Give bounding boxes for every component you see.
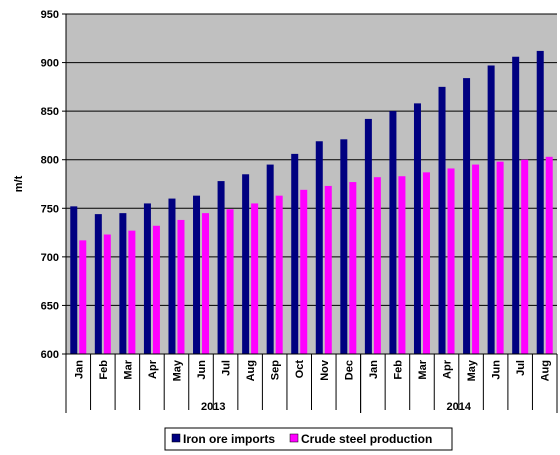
bar-iron-ore-imports bbox=[463, 78, 471, 354]
bar-iron-ore-imports bbox=[94, 214, 102, 354]
bar-iron-ore-imports bbox=[536, 50, 544, 355]
bar-crude-steel-production bbox=[422, 172, 430, 354]
bar-iron-ore-imports bbox=[413, 103, 421, 354]
bar-iron-ore-imports bbox=[242, 174, 250, 354]
bar-crude-steel-production bbox=[545, 156, 553, 354]
x-tick-label: Jun bbox=[196, 360, 208, 380]
bar-iron-ore-imports bbox=[217, 181, 225, 354]
bar-iron-ore-imports bbox=[291, 153, 299, 354]
x-tick-label: Jan bbox=[73, 360, 85, 379]
bar-crude-steel-production bbox=[79, 240, 87, 354]
bar-crude-steel-production bbox=[251, 203, 259, 354]
x-tick-label: Jun bbox=[491, 360, 503, 380]
bar-iron-ore-imports bbox=[119, 213, 127, 354]
bar-crude-steel-production bbox=[300, 189, 308, 354]
x-tick-label: Nov bbox=[319, 359, 331, 381]
bar-crude-steel-production bbox=[496, 161, 504, 354]
bar-iron-ore-imports bbox=[143, 203, 151, 354]
y-tick-label: 750 bbox=[41, 203, 59, 215]
bar-iron-ore-imports bbox=[438, 86, 446, 354]
bar-crude-steel-production bbox=[128, 230, 136, 354]
bar-iron-ore-imports bbox=[487, 65, 495, 354]
bar-crude-steel-production bbox=[349, 182, 357, 354]
y-tick-label: 950 bbox=[41, 9, 59, 21]
legend-swatch-crude-steel bbox=[289, 433, 299, 443]
y-tick-label: 650 bbox=[41, 300, 59, 312]
x-tick-label: Mar bbox=[417, 359, 429, 379]
bar-iron-ore-imports bbox=[70, 206, 78, 354]
bar-iron-ore-imports bbox=[168, 198, 176, 354]
x-group-label: 2013 bbox=[201, 401, 225, 413]
y-tick-label: 700 bbox=[41, 252, 59, 264]
x-tick-label: Feb bbox=[98, 360, 110, 380]
bar-iron-ore-imports bbox=[364, 118, 372, 355]
x-tick-label: Apr bbox=[147, 359, 159, 379]
x-group-label: 2014 bbox=[447, 401, 472, 413]
legend: Iron ore imports Crude steel production bbox=[164, 427, 453, 451]
y-axis-label: m/t bbox=[13, 175, 25, 192]
x-groups: 2013 2014 bbox=[65, 354, 558, 413]
bar-iron-ore-imports bbox=[266, 164, 274, 354]
x-tick-label: May bbox=[171, 359, 183, 381]
x-tick-label: Jul bbox=[221, 360, 233, 376]
bar-iron-ore-imports bbox=[512, 56, 520, 354]
bar-crude-steel-production bbox=[447, 168, 455, 354]
x-tick-label: Dec bbox=[343, 360, 355, 380]
bar-iron-ore-imports bbox=[193, 195, 201, 354]
bar-crude-steel-production bbox=[373, 177, 381, 354]
y-tick-label: 900 bbox=[41, 58, 59, 70]
bars bbox=[70, 50, 553, 355]
bar-crude-steel-production bbox=[177, 219, 185, 354]
bar-iron-ore-imports bbox=[340, 139, 348, 354]
bar-crude-steel-production bbox=[202, 213, 210, 354]
legend-box bbox=[164, 427, 453, 451]
plot-area bbox=[66, 14, 557, 354]
legend-swatch-iron-ore bbox=[171, 433, 181, 443]
x-tick-label: Jul bbox=[515, 360, 527, 376]
bar-crude-steel-production bbox=[226, 209, 234, 354]
x-ticks: Jan Feb Mar Apr May Jun Jul Aug Sep Oct Nov Dec Jan F… bbox=[65, 354, 558, 410]
legend-label-crude-steel: Crude steel production bbox=[301, 432, 432, 446]
x-tick-label: Aug bbox=[540, 360, 552, 381]
x-tick-label: Sep bbox=[270, 360, 282, 380]
bar-crude-steel-production bbox=[398, 176, 406, 354]
bar-crude-steel-production bbox=[152, 225, 160, 354]
x-tick-label: May bbox=[466, 359, 478, 381]
bar-iron-ore-imports bbox=[389, 111, 397, 355]
y-tick-label: 600 bbox=[41, 349, 59, 361]
bar-iron-ore-imports bbox=[315, 141, 323, 354]
x-tick-label: Feb bbox=[392, 360, 404, 380]
bar-crude-steel-production bbox=[103, 234, 111, 354]
bar-crude-steel-production bbox=[275, 195, 283, 354]
x-tick-label: Aug bbox=[245, 360, 257, 381]
bar-crude-steel-production bbox=[521, 159, 529, 354]
x-tick-label: Apr bbox=[442, 359, 454, 379]
x-tick-label: Jan bbox=[368, 360, 380, 379]
bar-crude-steel-production bbox=[324, 185, 332, 354]
y-tick-label: 800 bbox=[41, 155, 59, 167]
bar-crude-steel-production bbox=[472, 164, 480, 354]
x-tick-label: Mar bbox=[122, 359, 134, 379]
y-ticks: 600 650 700 750 800 850 900 950 bbox=[41, 9, 66, 361]
y-tick-label: 850 bbox=[41, 106, 59, 118]
legend-label-iron-ore: Iron ore imports bbox=[183, 432, 275, 446]
x-tick-label: Oct bbox=[294, 360, 306, 379]
